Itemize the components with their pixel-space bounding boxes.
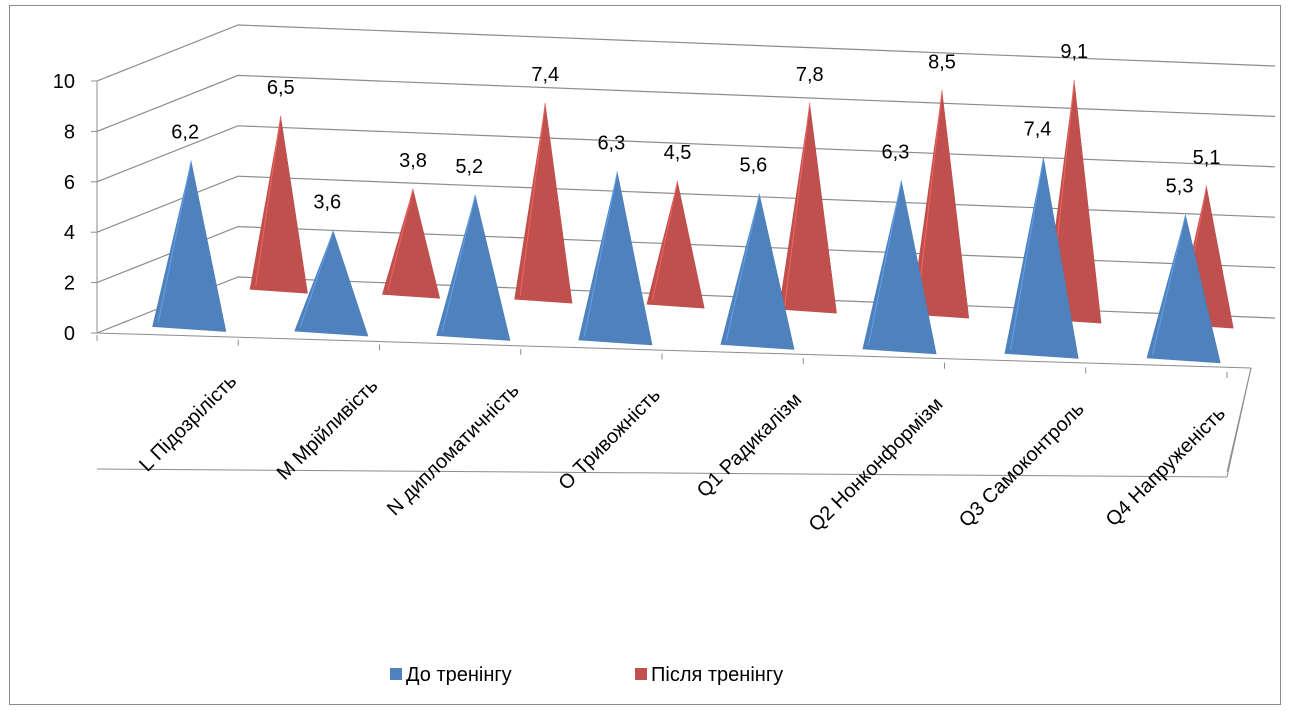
data-label-before-2: 5,2 <box>455 156 483 178</box>
pyramid-front-face <box>436 194 511 341</box>
data-label-after-1: 3,8 <box>399 150 427 172</box>
data-label-after-5: 8,5 <box>928 51 956 73</box>
pyramid-highlight <box>519 103 546 296</box>
pyramid-front-face <box>862 180 937 355</box>
data-label-before-5: 6,3 <box>882 142 910 164</box>
y-tick-label: 8 <box>64 121 75 143</box>
pyramid-before-0 <box>152 160 227 332</box>
y-tick-label: 2 <box>64 273 75 295</box>
data-label-after-2: 7,4 <box>531 64 559 86</box>
data-label-after-6: 9,1 <box>1060 41 1088 63</box>
gridline <box>96 74 1276 132</box>
pyramid-after-3 <box>646 181 705 309</box>
data-label-before-4: 5,6 <box>739 155 767 177</box>
category-label-2: N дипломатичність <box>383 380 524 521</box>
category-label-5: Q2 Нонконформізм <box>805 393 948 536</box>
data-label-before-6: 7,4 <box>1024 118 1052 140</box>
y-axis-ticks: 0 2 4 6 8 10 <box>53 71 97 345</box>
pyramid-front-face <box>294 230 369 337</box>
pyramid-front-face <box>1146 214 1221 364</box>
category-label-0: L Підозрілість <box>135 370 241 476</box>
pyramid-before-1 <box>294 230 369 337</box>
pyramid-highlight <box>157 160 192 323</box>
pyramid-front-face <box>578 171 653 346</box>
pyramid-before-4 <box>720 193 795 350</box>
pyramid-front-face <box>911 90 970 319</box>
category-label-4: Q1 Радикалізм <box>693 389 806 502</box>
pyramid-highlight <box>441 194 476 332</box>
y-tick-label: 0 <box>64 323 75 345</box>
pyramid-highlight <box>652 181 679 301</box>
pyramid-after-5 <box>911 90 970 319</box>
pyramid-highlight <box>784 102 811 306</box>
pyramid-highlight <box>1010 157 1045 350</box>
pyramid-front-face <box>514 103 573 304</box>
pyramid-after-4 <box>778 102 837 314</box>
pyramid-highlight <box>1152 214 1187 355</box>
gridline <box>96 24 1276 82</box>
pyramid-highlight <box>867 180 902 346</box>
pyramid-before-5 <box>862 180 937 355</box>
legend-label: До тренінгу <box>406 664 512 686</box>
legend: До тренінгу Після тренінгу <box>390 664 783 686</box>
data-label-after-4: 7,8 <box>796 64 824 86</box>
y-tick-label: 6 <box>64 172 75 194</box>
category-label-6: Q3 Самоконтроль <box>955 398 1089 532</box>
category-label-7: Q4 Напруженість <box>1102 403 1230 531</box>
pyramid-after-1 <box>382 188 441 299</box>
data-labels: 6,5 3,8 7,4 4,5 7,8 8,5 9,1 5,1 6,2 3,6 5,2 6,3 5,6 6… <box>171 41 1220 213</box>
data-label-before-3: 6,3 <box>597 133 625 155</box>
pyramid-front-face <box>1004 157 1079 359</box>
pyramid-before-2 <box>436 194 511 341</box>
data-label-before-1: 3,6 <box>313 192 341 214</box>
category-labels: L Підозрілість M Мрійливість N дипломатичн… <box>135 370 1230 536</box>
pyramid-highlight <box>583 171 618 337</box>
data-label-after-7: 5,1 <box>1193 147 1221 169</box>
y-tick-label: 10 <box>53 71 75 93</box>
category-label-1: M Мрійливість <box>273 375 383 485</box>
pyramid-highlight <box>255 115 282 286</box>
data-label-before-0: 6,2 <box>171 122 199 144</box>
pyramid-front-face <box>778 102 837 314</box>
legend-label: Після тренінгу <box>651 664 783 686</box>
pyramid-front-face <box>249 115 308 294</box>
chart-walls <box>96 81 1252 478</box>
pyramid-after-2 <box>514 103 573 304</box>
pyramid-front-face <box>646 181 705 309</box>
right-axis-edge <box>1226 367 1252 478</box>
data-label-after-0: 6,5 <box>267 77 295 99</box>
data-label-after-3: 4,5 <box>664 142 692 164</box>
gridline <box>96 125 1276 183</box>
pyramid-before-3 <box>578 171 653 346</box>
pyramid-front-face <box>720 193 795 350</box>
pyramid-front-face <box>152 160 227 332</box>
pyramid-before-6 <box>1004 157 1079 359</box>
legend-swatch <box>390 668 402 680</box>
legend-item-0: До тренінгу <box>390 664 512 686</box>
pyramid-front-face <box>382 188 441 299</box>
category-axis-line <box>96 468 1228 478</box>
data-label-before-7: 5,3 <box>1166 176 1194 198</box>
pyramid-highlight <box>916 90 943 311</box>
floor-front-edge <box>96 332 1252 369</box>
pyramid-highlight <box>725 193 760 341</box>
pyramid-after-0 <box>249 115 308 294</box>
legend-swatch <box>635 668 647 680</box>
pyramid-before-7 <box>1146 214 1221 364</box>
y-tick-label: 4 <box>64 222 75 244</box>
legend-item-1: Після тренінгу <box>635 664 783 686</box>
pyramid-highlight <box>299 230 334 328</box>
category-label-3: O Тривожність <box>554 384 664 494</box>
pyramid-highlight <box>387 188 414 291</box>
pyramids <box>152 80 1234 364</box>
